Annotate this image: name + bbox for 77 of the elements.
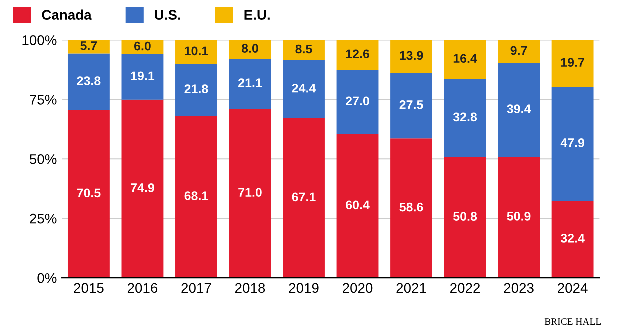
bar — [229, 58, 272, 110]
data-label: 27.0 — [346, 96, 370, 106]
data-label: 23.8 — [77, 76, 101, 86]
bar — [336, 40, 379, 70]
bar — [390, 138, 432, 278]
data-label: 71.0 — [238, 188, 262, 197]
data-label: 60.4 — [346, 200, 370, 210]
data-label: 9.7 — [510, 46, 528, 56]
bar — [176, 40, 218, 64]
bar — [283, 60, 325, 118]
bar — [176, 64, 218, 116]
data-label: 32.4 — [560, 234, 585, 243]
bar — [283, 118, 325, 278]
text: BRICE HALL — [544, 318, 602, 326]
data-label: 21.8 — [184, 84, 208, 94]
bar — [68, 40, 110, 54]
bar — [444, 79, 486, 158]
x-tick-label: 2024 — [558, 283, 588, 294]
data-label: 74.9 — [131, 183, 154, 192]
data-label: 50.8 — [454, 212, 478, 221]
legend-label: Canada — [42, 10, 92, 20]
bar — [283, 40, 325, 60]
bar — [336, 134, 379, 278]
bar — [498, 156, 540, 278]
bar — [68, 110, 110, 278]
bar — [444, 157, 486, 278]
x-tick-label: 2016 — [128, 283, 158, 294]
bar — [176, 116, 218, 278]
x-tick-label: 2021 — [396, 283, 426, 294]
bar — [444, 40, 486, 80]
bar — [336, 70, 379, 134]
data-label: 70.5 — [77, 188, 101, 198]
data-label: 19.1 — [131, 72, 155, 81]
data-label: 8.5 — [296, 44, 312, 54]
x-tick-label: 2017 — [182, 283, 212, 294]
y-tick-label: 75% — [30, 95, 57, 105]
legend-label: E.U. — [244, 10, 270, 20]
bar — [552, 87, 594, 201]
bar — [552, 200, 594, 278]
bar — [122, 54, 164, 100]
bar — [68, 54, 110, 110]
data-label: 16.4 — [454, 54, 478, 64]
bar — [552, 40, 594, 88]
data-label: 5.7 — [80, 42, 98, 50]
data-label: 27.5 — [400, 100, 424, 110]
y-tick-label: 0% — [38, 273, 57, 284]
x-tick-label: 2023 — [504, 283, 534, 294]
data-label: 8.0 — [242, 44, 258, 53]
data-label: 12.6 — [346, 50, 370, 59]
data-label: 39.4 — [507, 104, 532, 114]
data-label: 58.6 — [400, 202, 424, 212]
y-tick-label: 50% — [30, 154, 57, 164]
x-tick-label: 2019 — [289, 283, 319, 294]
bar — [498, 40, 540, 64]
legend-label: U.S. — [155, 10, 180, 20]
x-tick-label: 2018 — [235, 283, 266, 294]
bar — [229, 109, 272, 278]
bar — [390, 40, 432, 74]
x-tick-label: 2020 — [343, 283, 373, 294]
x-tick-label: 2022 — [450, 283, 480, 294]
bar — [122, 100, 164, 278]
bar — [498, 63, 540, 157]
data-label: 21.1 — [238, 78, 262, 88]
x-tick-label: 2015 — [74, 283, 104, 294]
data-label: 10.1 — [185, 46, 208, 56]
y-tick-label: 25% — [30, 214, 57, 224]
data-label: 50.9 — [507, 212, 531, 221]
data-label: 67.1 — [292, 192, 316, 202]
data-label: 24.4 — [292, 84, 316, 93]
data-label: 19.7 — [561, 58, 584, 67]
bar — [390, 73, 432, 139]
data-label: 68.1 — [184, 192, 208, 200]
data-label: 13.9 — [400, 51, 424, 60]
data-label: 47.9 — [560, 138, 584, 148]
data-label: 32.8 — [453, 112, 478, 122]
data-label: 6.0 — [134, 42, 151, 51]
y-tick-label: 100% — [22, 36, 57, 46]
